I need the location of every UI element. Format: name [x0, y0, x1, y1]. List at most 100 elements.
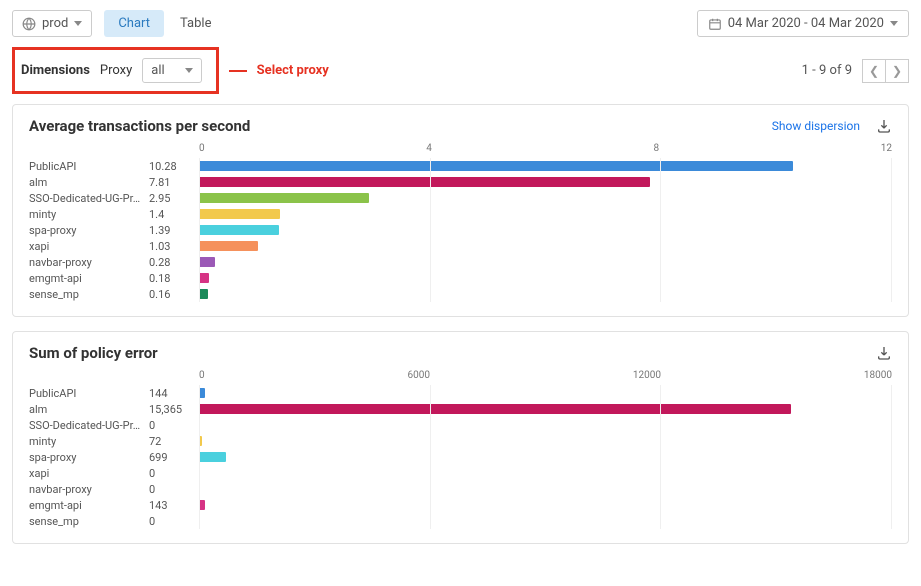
pagination-prev[interactable]: ❮ — [862, 59, 886, 83]
bar-cell — [199, 270, 892, 286]
x-tick: 6000 — [408, 370, 430, 381]
chart-row: spa-proxy1.39 — [29, 222, 892, 238]
chart-row: minty72 — [29, 433, 892, 449]
x-tick: 0 — [199, 370, 205, 381]
bar-cell — [199, 254, 892, 270]
row-label: PublicAPI — [29, 160, 149, 173]
caret-down-icon — [74, 21, 82, 26]
row-value: 1.03 — [149, 240, 199, 253]
dimensions-row: Dimensions Proxy all Select proxy 1 - 9 … — [12, 47, 909, 94]
chart-actions — [876, 345, 892, 361]
download-icon[interactable] — [876, 118, 892, 134]
chart-rows: PublicAPI144alm15,365SSO-Dedicated-UG-Pr… — [29, 385, 892, 529]
caret-down-icon — [890, 21, 898, 26]
pagination-buttons: ❮ ❯ — [862, 59, 909, 83]
bar — [199, 225, 279, 235]
annotation-select-proxy: Select proxy — [229, 63, 329, 78]
x-tick: 12 — [881, 143, 892, 154]
bar-cell — [199, 385, 892, 401]
row-value: 72 — [149, 435, 199, 448]
bar-cell — [199, 481, 892, 497]
chart-row: minty1.4 — [29, 206, 892, 222]
row-label: sense_mp — [29, 515, 149, 528]
chart-row: SSO-Dedicated-UG-Pr…0 — [29, 417, 892, 433]
chart-row: PublicAPI10.28 — [29, 158, 892, 174]
pagination-next[interactable]: ❯ — [885, 59, 909, 83]
dimensions-label: Dimensions — [21, 63, 90, 78]
pagination-text: 1 - 9 of 9 — [802, 63, 852, 78]
bar-cell — [199, 497, 892, 513]
chevron-left-icon: ❮ — [869, 64, 879, 78]
row-value: 0 — [149, 419, 199, 432]
bar — [199, 257, 215, 267]
caret-down-icon — [185, 68, 193, 73]
bar — [199, 452, 226, 462]
row-label: SSO-Dedicated-UG-Pr… — [29, 192, 149, 205]
chart-axis: 060001200018000 — [29, 370, 892, 385]
row-label: PublicAPI — [29, 387, 149, 400]
row-value: 10.28 — [149, 160, 199, 173]
toolbar-left: prod Chart Table — [12, 10, 225, 37]
row-label: spa-proxy — [29, 451, 149, 464]
chart-header: Sum of policy error — [29, 344, 892, 362]
chart-row: navbar-proxy0 — [29, 481, 892, 497]
bar-cell — [199, 417, 892, 433]
row-value: 0 — [149, 515, 199, 528]
bar — [199, 193, 369, 203]
chart-rows: PublicAPI10.28alm7.81SSO-Dedicated-UG-Pr… — [29, 158, 892, 302]
row-label: navbar-proxy — [29, 483, 149, 496]
x-axis-ticks: 04812 — [199, 143, 892, 158]
bar — [199, 436, 202, 446]
globe-icon — [22, 17, 36, 31]
bar-cell — [199, 286, 892, 302]
bar — [199, 388, 205, 398]
chart-header: Average transactions per second Show disp… — [29, 117, 892, 135]
bar — [199, 273, 209, 283]
chart-card-avg_tps: Average transactions per second Show disp… — [12, 104, 909, 317]
proxy-dropdown-value: all — [151, 63, 164, 78]
bar — [199, 289, 208, 299]
x-tick: 12000 — [633, 370, 661, 381]
x-axis-ticks: 060001200018000 — [199, 370, 892, 385]
chart-row: navbar-proxy0.28 — [29, 254, 892, 270]
chart-row: xapi0 — [29, 465, 892, 481]
tab-chart-label: Chart — [118, 16, 150, 31]
bar — [199, 241, 258, 251]
bar-cell — [199, 190, 892, 206]
row-value: 7.81 — [149, 176, 199, 189]
bar — [199, 161, 793, 171]
bar-cell — [199, 222, 892, 238]
download-icon[interactable] — [876, 345, 892, 361]
chart-title: Average transactions per second — [29, 117, 250, 135]
bar — [199, 177, 650, 187]
chart-row: SSO-Dedicated-UG-Pr…2.95 — [29, 190, 892, 206]
show-dispersion-link[interactable]: Show dispersion — [772, 119, 860, 133]
dimensions-left: Dimensions Proxy all Select proxy — [12, 47, 329, 94]
pagination: 1 - 9 of 9 ❮ ❯ — [802, 59, 909, 83]
tab-table[interactable]: Table — [166, 10, 225, 37]
row-value: 1.4 — [149, 208, 199, 221]
chart-row: emgmt-api0.18 — [29, 270, 892, 286]
date-range-text: 04 Mar 2020 - 04 Mar 2020 — [728, 16, 884, 31]
environment-selector[interactable]: prod — [12, 10, 92, 37]
calendar-icon — [708, 17, 722, 31]
row-label: alm — [29, 176, 149, 189]
bar-cell — [199, 433, 892, 449]
dimensions-highlight-box: Dimensions Proxy all — [12, 47, 219, 94]
chart-actions: Show dispersion — [772, 118, 892, 134]
chart-row: emgmt-api143 — [29, 497, 892, 513]
row-value: 0 — [149, 483, 199, 496]
row-label: minty — [29, 435, 149, 448]
chart-row: xapi1.03 — [29, 238, 892, 254]
chart-row: sense_mp0 — [29, 513, 892, 529]
row-value: 0.18 — [149, 272, 199, 285]
bar-cell — [199, 174, 892, 190]
row-label: xapi — [29, 240, 149, 253]
x-tick: 8 — [654, 143, 660, 154]
chevron-right-icon: ❯ — [892, 64, 902, 78]
tab-chart[interactable]: Chart — [104, 10, 164, 37]
row-value: 1.39 — [149, 224, 199, 237]
proxy-dropdown[interactable]: all — [142, 58, 201, 83]
date-range-picker[interactable]: 04 Mar 2020 - 04 Mar 2020 — [697, 10, 909, 37]
row-label: spa-proxy — [29, 224, 149, 237]
